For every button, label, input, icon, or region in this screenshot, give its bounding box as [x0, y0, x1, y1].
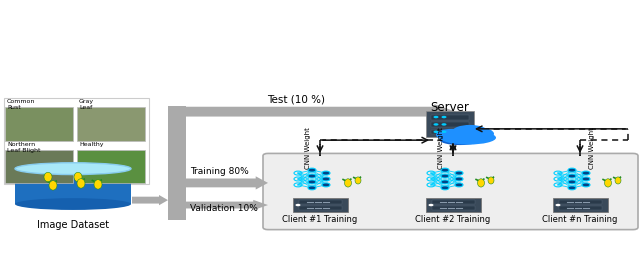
Circle shape [322, 177, 330, 181]
Ellipse shape [344, 179, 351, 187]
Bar [431, 115, 469, 119]
Bar [431, 122, 469, 127]
Bar [5, 150, 73, 183]
Circle shape [441, 186, 449, 190]
Ellipse shape [452, 125, 488, 139]
FancyArrow shape [132, 195, 168, 205]
Bar [77, 107, 145, 141]
Bar [426, 111, 474, 137]
Circle shape [442, 116, 447, 118]
Text: Client #1 Training: Client #1 Training [282, 215, 358, 224]
Circle shape [429, 204, 433, 206]
Bar [168, 106, 186, 220]
Text: Client #2 Training: Client #2 Training [415, 215, 491, 224]
Text: CNN Weight: CNN Weight [438, 127, 444, 169]
Bar [4, 98, 149, 184]
Circle shape [442, 123, 447, 126]
Ellipse shape [355, 177, 361, 184]
Ellipse shape [440, 131, 496, 145]
Text: Validation 10%: Validation 10% [190, 204, 258, 213]
Circle shape [568, 174, 576, 178]
Circle shape [556, 204, 561, 206]
Circle shape [582, 177, 590, 181]
Circle shape [455, 183, 463, 187]
Circle shape [441, 180, 449, 184]
Circle shape [322, 183, 330, 187]
Circle shape [582, 183, 590, 187]
Circle shape [455, 171, 463, 175]
FancyBboxPatch shape [263, 153, 638, 230]
Ellipse shape [15, 198, 131, 210]
FancyArrow shape [186, 200, 268, 210]
Ellipse shape [488, 177, 494, 184]
Ellipse shape [77, 179, 85, 188]
Circle shape [308, 174, 316, 178]
Bar [559, 200, 602, 204]
Text: Healthy: Healthy [79, 142, 104, 147]
Bar [432, 206, 475, 210]
Text: Training 80%: Training 80% [190, 167, 249, 176]
Circle shape [308, 186, 316, 190]
Circle shape [433, 123, 438, 126]
Text: Test (10 %): Test (10 %) [267, 95, 325, 105]
Bar [559, 206, 602, 210]
Bar [553, 198, 608, 212]
Ellipse shape [74, 172, 82, 182]
Circle shape [308, 168, 316, 172]
Bar [431, 130, 469, 134]
Ellipse shape [466, 128, 494, 140]
Bar [293, 198, 348, 212]
Bar [299, 206, 342, 210]
Ellipse shape [605, 179, 611, 187]
Bar [5, 107, 73, 141]
Ellipse shape [49, 181, 57, 190]
Circle shape [322, 171, 330, 175]
Circle shape [441, 168, 449, 172]
Circle shape [442, 131, 447, 133]
Text: CNN Weight: CNN Weight [589, 127, 595, 169]
Ellipse shape [44, 172, 52, 182]
Circle shape [582, 171, 590, 175]
Text: Server: Server [431, 101, 469, 114]
Bar [426, 198, 481, 212]
Bar [432, 200, 475, 204]
Ellipse shape [94, 180, 102, 189]
Ellipse shape [440, 135, 480, 145]
Text: Common
Rust: Common Rust [7, 99, 35, 110]
FancyArrow shape [186, 104, 456, 119]
Circle shape [433, 131, 438, 133]
Circle shape [308, 180, 316, 184]
Circle shape [441, 174, 449, 178]
Text: Gray
Leaf: Gray Leaf [79, 99, 94, 110]
Circle shape [296, 204, 301, 206]
Ellipse shape [436, 129, 468, 141]
Ellipse shape [15, 163, 131, 175]
Text: CNN Weight: CNN Weight [305, 127, 311, 169]
Circle shape [455, 177, 463, 181]
Bar [77, 150, 145, 183]
Text: Image Dataset: Image Dataset [37, 220, 109, 230]
Bar [299, 200, 342, 204]
Circle shape [433, 116, 438, 118]
Circle shape [568, 168, 576, 172]
Ellipse shape [477, 179, 484, 187]
Text: Client #n Training: Client #n Training [542, 215, 618, 224]
Ellipse shape [615, 177, 621, 184]
Circle shape [568, 186, 576, 190]
Circle shape [568, 180, 576, 184]
Text: Northern
Leaf Blight: Northern Leaf Blight [7, 142, 40, 153]
FancyArrow shape [186, 176, 268, 190]
Bar [15, 169, 131, 204]
